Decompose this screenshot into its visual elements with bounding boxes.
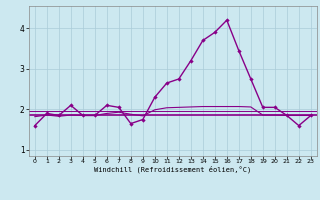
X-axis label: Windchill (Refroidissement éolien,°C): Windchill (Refroidissement éolien,°C) — [94, 166, 252, 173]
